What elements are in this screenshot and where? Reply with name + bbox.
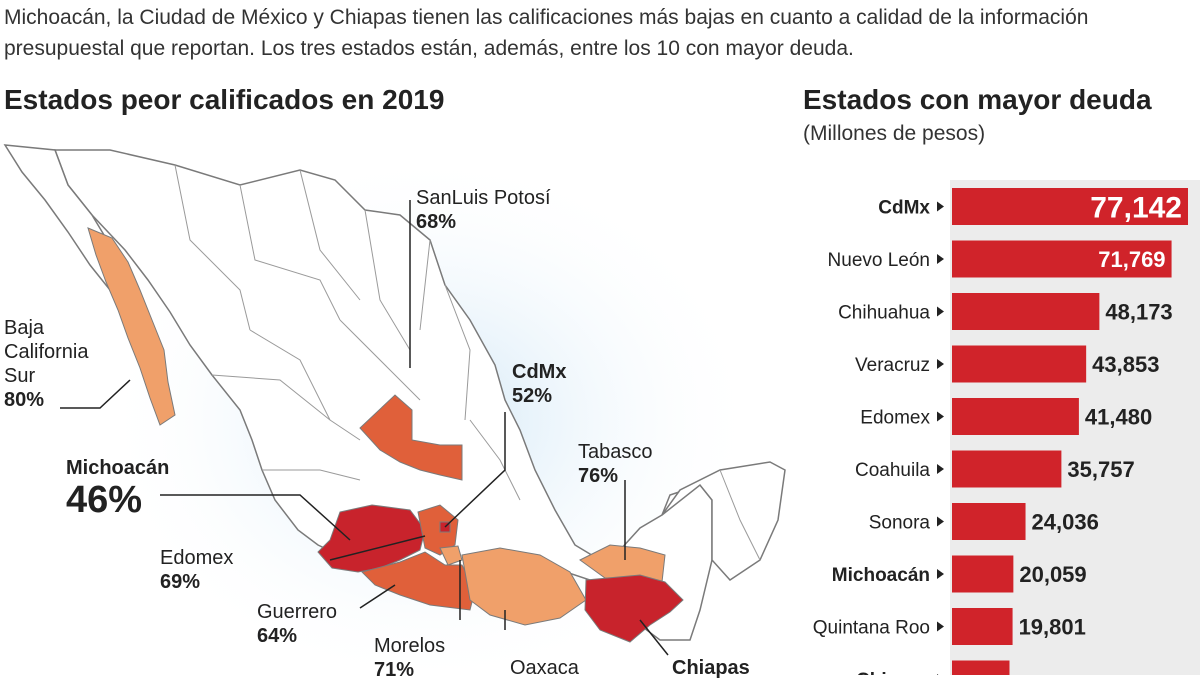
yucatan-shape bbox=[661, 461, 786, 581]
state-label-cdmx: CdMx 52% bbox=[512, 360, 566, 408]
value-label: 24,036 bbox=[1032, 510, 1099, 535]
state-score: 46% bbox=[66, 479, 143, 521]
state-name: Edomex bbox=[160, 547, 234, 569]
state-label-slp: SanLuis Potosí 68% bbox=[416, 186, 551, 234]
bar bbox=[952, 660, 1010, 675]
state-label-bcs: Baja California Sur 80% bbox=[4, 316, 88, 412]
state-name: SanLuis Potosí bbox=[416, 187, 551, 209]
arrow-marker bbox=[937, 254, 944, 264]
bar-chart-title: Estados con mayor deuda bbox=[803, 84, 1152, 115]
value-label: 77,142 bbox=[1090, 192, 1182, 225]
state-score: 64% bbox=[257, 625, 298, 647]
arrow-marker bbox=[937, 516, 944, 527]
value-label: 71,769 bbox=[1098, 247, 1165, 272]
state-score: 68% bbox=[416, 211, 457, 233]
category-label: Chihuahua bbox=[838, 303, 930, 324]
category-label: CdMx bbox=[878, 198, 930, 219]
arrow-marker bbox=[937, 621, 944, 632]
bar bbox=[952, 293, 1100, 330]
mexico-map bbox=[3, 144, 786, 675]
category-label: Quintana Roo bbox=[813, 618, 930, 639]
bar bbox=[952, 555, 1014, 593]
bar bbox=[952, 188, 1188, 225]
state-name: Chiapas bbox=[672, 657, 750, 679]
state-score: 76% bbox=[578, 465, 619, 487]
state-label-edomex: Edomex 69% bbox=[160, 546, 233, 594]
value-label: 19,801 bbox=[1019, 615, 1086, 640]
state-shape-slp bbox=[359, 394, 463, 481]
arrow-marker bbox=[937, 306, 944, 317]
value-label: 41,480 bbox=[1085, 405, 1152, 430]
category-label: Sonora bbox=[869, 513, 931, 534]
bar bbox=[952, 240, 1172, 278]
state-borders bbox=[174, 164, 761, 561]
state-shape-mor bbox=[439, 545, 463, 566]
bar bbox=[952, 503, 1026, 540]
category-label: Coahuila bbox=[855, 460, 930, 481]
state-score: 52% bbox=[512, 385, 553, 407]
state-name: Oaxaca bbox=[510, 657, 579, 679]
bar bbox=[952, 398, 1079, 435]
value-label: 35,757 bbox=[1067, 457, 1134, 482]
arrow-marker bbox=[937, 464, 944, 474]
state-label-chis: Chiapas bbox=[672, 656, 750, 680]
state-shape-edomex bbox=[417, 504, 459, 556]
map-title: Estados peor calificados en 2019 bbox=[4, 84, 445, 115]
state-name: Michoacán bbox=[66, 457, 170, 479]
state-name: Baja bbox=[4, 317, 45, 339]
state-shape-mich bbox=[317, 504, 426, 573]
state-shape-chis bbox=[584, 574, 684, 643]
state-score: 69% bbox=[160, 571, 201, 593]
state-name: Guerrero bbox=[257, 601, 338, 623]
arrow-marker bbox=[937, 411, 944, 422]
bar bbox=[952, 608, 1013, 645]
value-label: 20,059 bbox=[1019, 562, 1086, 587]
state-name: CdMx bbox=[512, 361, 567, 383]
value-label: 43,853 bbox=[1092, 352, 1159, 377]
state-label-tab: Tabasco 76% bbox=[578, 440, 653, 488]
mainland-shape bbox=[53, 149, 713, 641]
value-label: 48,173 bbox=[1105, 300, 1172, 325]
bar bbox=[952, 345, 1087, 383]
state-label-oax: Oaxaca bbox=[510, 656, 579, 680]
arrow-marker bbox=[937, 569, 944, 579]
category-label: Edomex bbox=[860, 408, 930, 429]
leader-lines bbox=[60, 200, 669, 656]
state-shape-oax bbox=[461, 547, 587, 626]
arrow-marker bbox=[937, 201, 944, 212]
bar-chart-subtitle: (Millones de pesos) bbox=[803, 122, 986, 145]
state-score: 80% bbox=[4, 389, 45, 411]
category-label: Nuevo León bbox=[828, 250, 930, 271]
category-label: Chiapas bbox=[856, 670, 930, 675]
state-name: California bbox=[4, 341, 89, 363]
state-label-mich: Michoacán 46% bbox=[66, 456, 169, 520]
intro-text: Michoacán, la Ciudad de México y Chiapas… bbox=[4, 6, 1089, 60]
state-name: Sur bbox=[4, 365, 36, 387]
state-name: Morelos bbox=[374, 635, 446, 657]
bar bbox=[952, 450, 1062, 488]
state-shape-bcs bbox=[87, 227, 176, 426]
arrow-marker bbox=[937, 359, 944, 369]
state-name: Tabasco bbox=[578, 441, 653, 463]
state-label-gro: Guerrero 64% bbox=[257, 600, 337, 648]
category-label: Veracruz bbox=[855, 355, 930, 376]
category-label: Michoacán bbox=[832, 565, 930, 586]
